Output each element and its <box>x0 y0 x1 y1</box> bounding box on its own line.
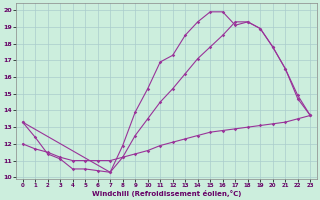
X-axis label: Windchill (Refroidissement éolien,°C): Windchill (Refroidissement éolien,°C) <box>92 190 241 197</box>
